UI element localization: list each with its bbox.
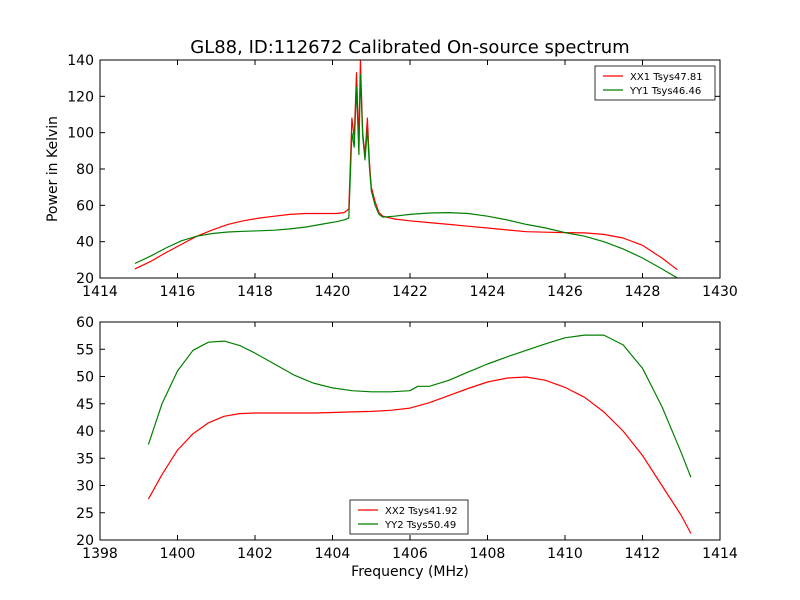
legend: XX1 Tsys47.81 YY1 Tsys46.46: [594, 65, 716, 101]
y-tick-label: 120: [67, 89, 94, 105]
x-tick-label: 1418: [237, 284, 273, 300]
y-tick-label: 20: [76, 271, 94, 287]
x-tick-label: 1426: [547, 284, 583, 300]
top-panel: 1414 1416 1418 1420 1422 1424 1426 1428 1430 20 40…: [67, 53, 738, 300]
y-tick-label: 100: [67, 126, 94, 142]
legend-box: [349, 499, 469, 535]
x-axis-label: Frequency (MHz): [351, 564, 469, 580]
legend-label: XX2 Tsys41.92: [385, 506, 458, 517]
y-tick-label: 30: [76, 479, 94, 495]
y-tick-label: 20: [76, 533, 94, 549]
y-tick-label: 25: [76, 506, 94, 522]
legend: XX2 Tsys41.92 YY2 Tsys50.49: [349, 499, 469, 535]
x-tick-label: 1422: [392, 284, 428, 300]
x-tick-label: 1412: [625, 546, 661, 562]
x-tick-label: 1408: [470, 546, 506, 562]
x-tick-label: 1406: [392, 546, 428, 562]
x-tick-label: 1398: [82, 546, 118, 562]
y-tick-label: 40: [76, 235, 94, 251]
x-tick-label: 1414: [82, 284, 118, 300]
x-tick-label: 1420: [315, 284, 351, 300]
y-tick-label: 140: [67, 53, 94, 69]
y-tick-label: 60: [76, 315, 94, 331]
legend-label: YY1 Tsys46.46: [629, 86, 701, 97]
x-tick-label: 1416: [160, 284, 196, 300]
x-tick-label: 1414: [702, 546, 738, 562]
y-tick-label: 40: [76, 424, 94, 440]
series-line-2: [134, 73, 678, 278]
series-group: [134, 60, 678, 278]
chart-title: GL88, ID:112672 Calibrated On-source spe…: [190, 37, 629, 58]
x-tick-label: 1400: [160, 546, 196, 562]
legend-label: XX1 Tsys47.81: [630, 72, 703, 83]
y-tick-label: 60: [76, 198, 94, 214]
series-line-4: [147, 334, 692, 478]
y-tick-label: 50: [76, 370, 94, 386]
x-tick-label: 1410: [547, 546, 583, 562]
y-tick-label: 80: [76, 162, 94, 178]
legend-label: YY2 Tsys50.49: [384, 520, 456, 531]
y-tick-label: 55: [76, 342, 94, 358]
series-group: [147, 334, 692, 534]
x-tick-label: 1430: [702, 284, 738, 300]
y-tick-label: 35: [76, 451, 94, 467]
x-tick-label: 1404: [315, 546, 351, 562]
x-tick-label: 1428: [625, 284, 661, 300]
y-tick-label: 45: [76, 397, 94, 413]
legend-box: [594, 65, 716, 101]
x-tick-label: 1402: [237, 546, 273, 562]
series-line-3: [147, 376, 692, 534]
y-axis-label: Power in Kelvin: [45, 116, 61, 222]
x-tick-label: 1424: [470, 284, 506, 300]
bottom-panel: 1398 1400 1402 1404 1406 1408 1410 1412 1414 20 25…: [76, 315, 738, 562]
